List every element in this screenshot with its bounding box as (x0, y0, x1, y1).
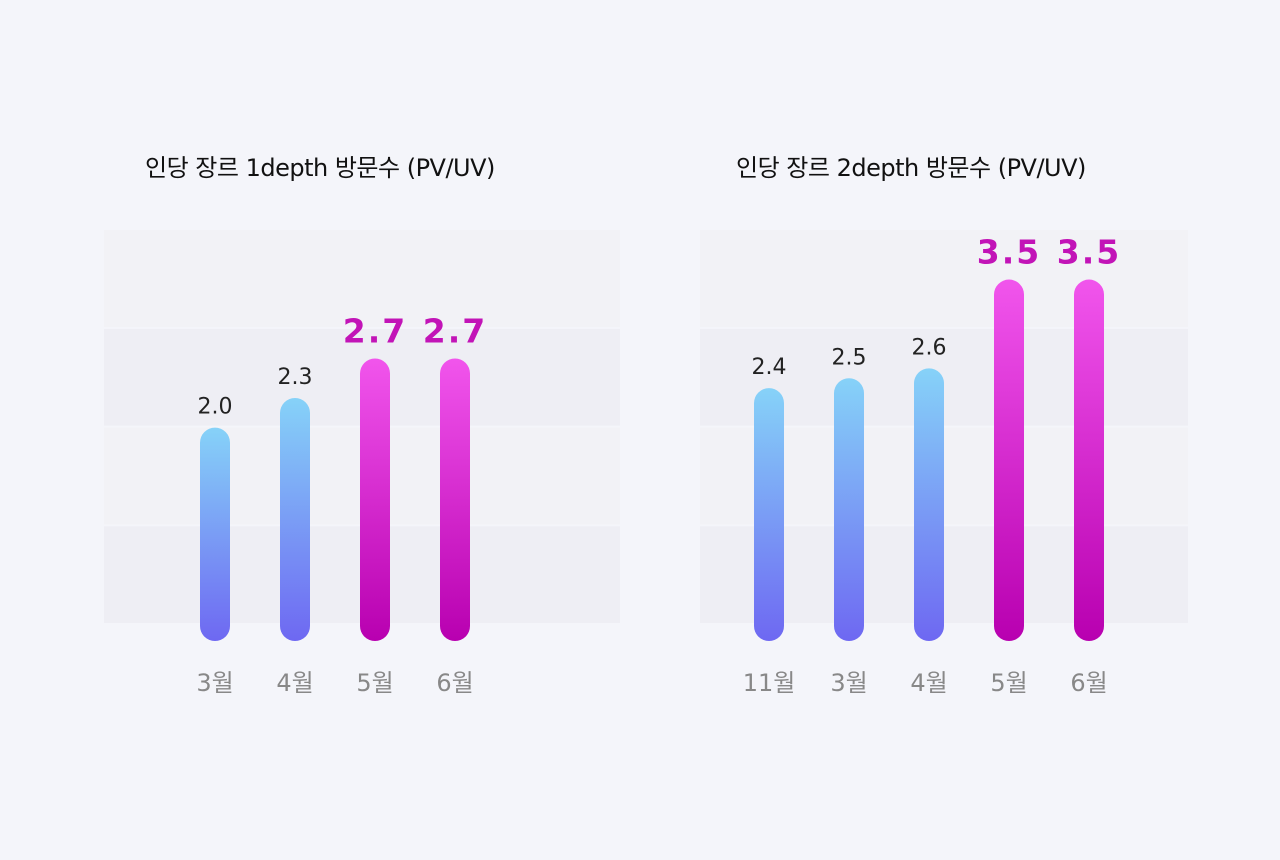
category-label: 11월 (743, 669, 796, 697)
grid-band (104, 230, 620, 327)
value-label: 2.6 (912, 335, 947, 360)
bar (994, 279, 1024, 641)
bar (754, 388, 784, 641)
bar (914, 368, 944, 641)
category-label: 5월 (356, 669, 393, 697)
category-label: 4월 (910, 669, 947, 697)
category-label: 5월 (990, 669, 1027, 697)
category-label: 6월 (436, 669, 473, 697)
bar (280, 397, 310, 641)
chart-title-2depth: 인당 장르 2depth 방문수 (PV/UV) (736, 154, 1086, 182)
grid-band (700, 230, 1188, 327)
chart-2depth: 2.4 11월 2.5 3월 2.6 4월 3.5 5월 3.5 6월 (700, 230, 1188, 697)
category-label: 3월 (830, 669, 867, 697)
value-label: 2.5 (832, 345, 867, 370)
value-label: 2.3 (278, 365, 313, 390)
value-label: 2.0 (198, 395, 233, 420)
bar (360, 358, 390, 641)
value-label: 2.7 (423, 312, 487, 351)
value-label: 3.5 (977, 233, 1041, 272)
chart-title-1depth: 인당 장르 1depth 방문수 (PV/UV) (145, 154, 495, 182)
value-label: 2.4 (752, 355, 787, 380)
value-label: 3.5 (1057, 233, 1121, 272)
bar (200, 427, 230, 641)
chart-1depth: 2.0 3월 2.3 4월 2.7 5월 2.7 6월 (104, 230, 620, 697)
bar (1074, 279, 1104, 641)
value-label: 2.7 (343, 312, 407, 351)
bar (440, 358, 470, 641)
category-label: 4월 (276, 669, 313, 697)
category-label: 6월 (1070, 669, 1107, 697)
category-label: 3월 (196, 669, 233, 697)
bar (834, 378, 864, 641)
